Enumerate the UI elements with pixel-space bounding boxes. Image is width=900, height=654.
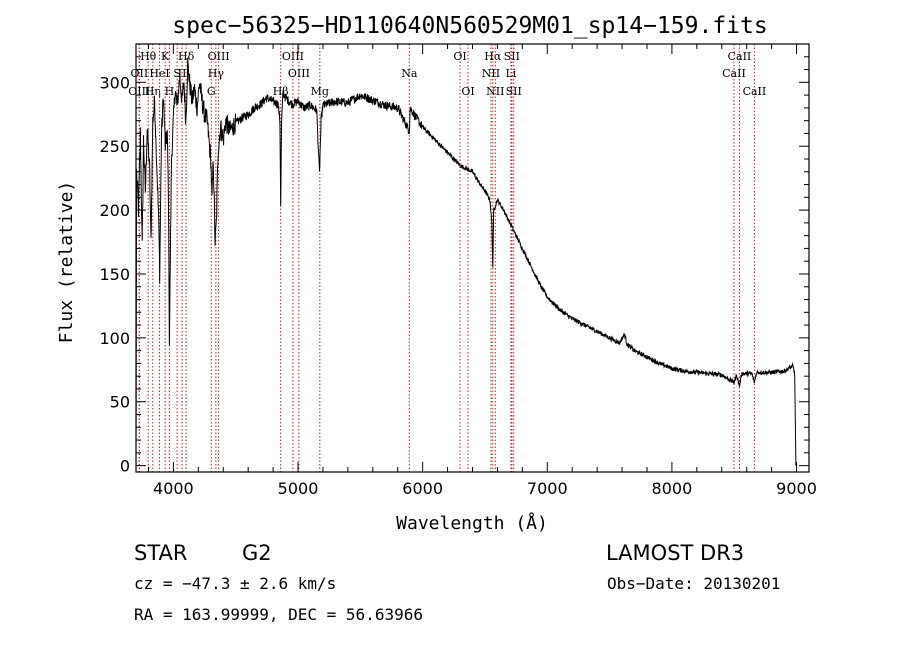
line-label-24: Li (505, 67, 516, 80)
object-subclass: G2 (242, 541, 272, 565)
line-label-3: Hη (145, 85, 161, 98)
line-label-0: Hθ (140, 50, 157, 63)
y-tick-label-1: 50 (110, 393, 130, 412)
line-label-14: OIII (282, 50, 304, 63)
x-axis: 4000 5000 6000 7000 8000 9000 (147, 44, 817, 498)
coordinates: RA = 163.99999, DEC = 56.63966 (134, 605, 423, 624)
line-label-26: CaII (728, 50, 752, 63)
survey-name: LAMOST DR3 (606, 541, 744, 565)
line-label-19: OI (461, 85, 474, 98)
x-axis-label: Wavelength (Å) (396, 512, 548, 534)
line-label-10: OIII (208, 50, 230, 63)
y-tick-label-4: 200 (99, 201, 130, 220)
line-label-20: Hα (484, 50, 502, 63)
y-axis: 0 50 100 150 200 250 300 (99, 56, 809, 476)
line-label-6: H (165, 85, 175, 98)
line-label-22: NII (486, 85, 504, 98)
line-label-27: CaII (722, 67, 746, 80)
line-label-4: HeI (149, 67, 169, 80)
line-label-28: CaII (743, 85, 767, 98)
spectrum-layer (135, 57, 797, 466)
y-tick-label-3: 150 (99, 265, 130, 284)
y-tick-label-6: 300 (99, 73, 130, 92)
x-tick-label-1: 5000 (278, 479, 319, 498)
line-label-17: Na (401, 67, 418, 80)
spectrum-line (135, 57, 797, 466)
line-label-18: OI (453, 50, 466, 63)
line-label-12: G (207, 85, 216, 98)
line-label-25: SII (506, 85, 522, 98)
redshift-cz: cz = −47.3 ± 2.6 km/s (134, 574, 336, 593)
line-label-15: OIII (288, 67, 310, 80)
chart-title: spec−56325−HD110640N560529M01_sp14−159.f… (172, 13, 767, 39)
y-tick-label-0: 0 (120, 457, 130, 476)
x-tick-label-5: 9000 (776, 479, 817, 498)
x-tick-label-4: 8000 (652, 479, 693, 498)
line-label-2: OIII (128, 85, 150, 98)
obs-date: Obs−Date: 20130201 (607, 574, 780, 593)
x-tick-label-2: 6000 (402, 479, 443, 498)
line-label-16: Mg (311, 85, 329, 98)
line-label-7: S (173, 67, 181, 80)
line-label-23: SII (504, 50, 520, 63)
x-tick-label-3: 7000 (527, 479, 568, 498)
line-label-21: NII (482, 67, 500, 80)
plot-frame (135, 43, 810, 473)
object-class: STAR (134, 541, 187, 565)
line-label-9: II (178, 67, 187, 80)
y-tick-label-5: 250 (99, 137, 130, 156)
x-tick-label-0: 4000 (153, 479, 194, 498)
line-label-8: Hδ (178, 50, 195, 63)
line-label-11: Hγ (208, 67, 225, 80)
y-tick-label-2: 100 (99, 329, 130, 348)
line-label-5: K (161, 50, 170, 63)
y-axis-label: Flux (relative) (56, 181, 77, 344)
